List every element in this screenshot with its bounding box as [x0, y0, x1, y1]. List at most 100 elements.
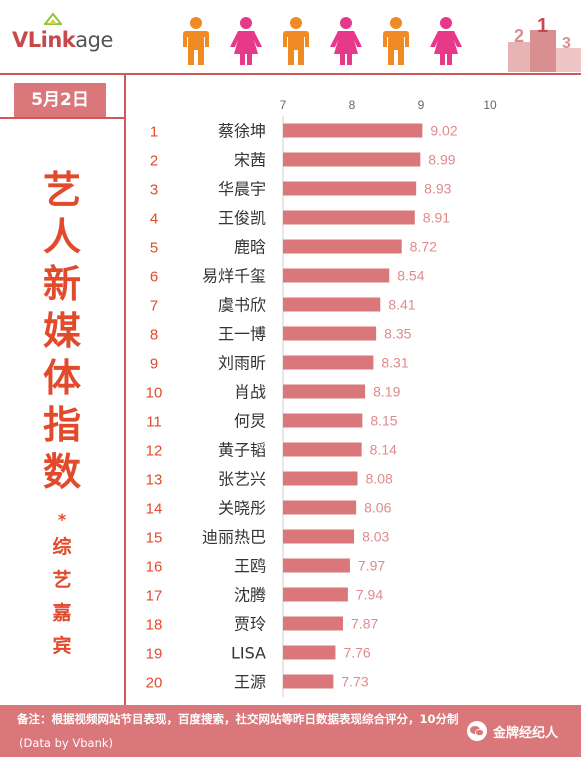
rank-label: 17: [146, 588, 163, 605]
category-label: 王俊凯: [218, 209, 266, 228]
male-figure-icon: [383, 17, 409, 65]
data-label: 7.94: [356, 587, 383, 603]
bar-chart-svg: 7 8 9 10 1 蔡徐坤 9.02 2 宋茜 8.99 3 华晨宇 8.93 4 王俊凯 8.91 5 鹿晗 8…: [146, 98, 497, 697]
rank-label: 18: [146, 617, 163, 634]
title-char: 数: [42, 450, 81, 494]
bar: [283, 326, 377, 341]
bar: [283, 500, 357, 515]
bar: [283, 442, 362, 457]
vertical-subtitle: 综 艺 嘉 宾: [42, 531, 82, 663]
vlinkage-logo: VLinkage: [12, 28, 113, 52]
data-label: 8.41: [388, 297, 415, 313]
data-label: 8.03: [362, 529, 389, 545]
category-label: 刘雨昕: [218, 354, 266, 373]
category-label: 肖战: [234, 383, 266, 402]
data-label: 7.97: [358, 558, 385, 574]
data-label: 8.91: [423, 210, 450, 226]
data-label: 7.73: [341, 674, 368, 690]
subtitle-char: 艺: [52, 569, 72, 591]
bar: [283, 355, 374, 370]
x-tick-label: 7: [280, 98, 287, 112]
podium-label-2: 2: [514, 26, 524, 46]
data-label: 8.35: [384, 326, 411, 342]
bar: [283, 239, 402, 254]
data-label: 8.99: [428, 152, 455, 168]
date-tab: 5月2日: [14, 83, 106, 117]
bar: [283, 181, 417, 196]
rank-label: 15: [146, 530, 163, 547]
podium-label-3: 3: [562, 35, 571, 52]
title-char: 人: [42, 215, 81, 259]
male-figure-icon: [283, 17, 309, 65]
data-label: 7.87: [351, 616, 378, 632]
category-label: 蔡徐坤: [218, 122, 266, 141]
category-label: 张艺兴: [218, 470, 266, 489]
bar: [283, 558, 350, 573]
data-label: 7.76: [343, 645, 370, 661]
footer-note: 备注：根据视频网站节目表现，百度搜索，社交网站等昨日数据表现综合评分，10分制: [17, 712, 459, 726]
bar: [283, 645, 336, 660]
title-char: 艺: [42, 168, 81, 212]
rank-label: 13: [146, 472, 163, 489]
data-label: 8.14: [370, 442, 397, 458]
bar: [283, 210, 415, 225]
logo-mark-icon: [44, 12, 62, 25]
rank-label: 19: [146, 646, 163, 663]
bar: [283, 384, 366, 399]
category-label: 易烊千玺: [202, 267, 266, 286]
podium-icon: 2 1 3: [508, 18, 581, 72]
rank-label: 6: [150, 269, 158, 286]
rank-label: 7: [150, 298, 158, 315]
people-icons: [178, 16, 468, 66]
header-divider: [0, 73, 581, 75]
rank-label: 12: [146, 443, 163, 460]
data-label: 8.08: [366, 471, 393, 487]
data-source: (Data by Vbank): [19, 736, 114, 750]
title-char: 体: [42, 356, 81, 400]
bar: [283, 616, 344, 631]
data-label: 8.93: [424, 181, 451, 197]
bar: [283, 413, 363, 428]
female-figure-icon: [330, 17, 362, 65]
date-divider: [0, 117, 124, 119]
vertical-title: 艺 人 新 媒 体 指 数: [30, 167, 94, 496]
bar: [283, 471, 358, 486]
data-label: 8.72: [410, 239, 437, 255]
data-label: 8.54: [397, 268, 424, 284]
category-label: 迪丽热巴: [202, 528, 266, 547]
rank-label: 14: [146, 501, 163, 518]
podium-label-1: 1: [537, 18, 548, 37]
rank-label: 3: [150, 182, 158, 199]
bar: [283, 529, 355, 544]
female-figure-icon: [430, 17, 462, 65]
subtitle-char: 嘉: [52, 602, 72, 624]
rank-label: 4: [150, 211, 158, 228]
rank-label: 2: [150, 153, 158, 170]
bar-chart: 7 8 9 10 1 蔡徐坤 9.02 2 宋茜 8.99 3 华晨宇 8.93 4 王俊凯 8.91 5 鹿晗 8…: [126, 75, 581, 705]
category-label: 王源: [234, 673, 266, 692]
title-char: 新: [42, 262, 81, 306]
bar: [283, 123, 423, 138]
category-label: 王鸥: [234, 557, 266, 576]
rank-label: 20: [146, 675, 163, 692]
title-asterisk: *: [57, 510, 67, 529]
category-label: 鹿晗: [234, 238, 266, 257]
category-label: 黄子韬: [218, 441, 266, 460]
x-tick-label: 8: [349, 98, 356, 112]
category-label: 贾玲: [234, 615, 266, 634]
x-tick-label: 9: [418, 98, 425, 112]
category-label: 关晓彤: [218, 499, 266, 518]
category-label: 王一博: [218, 325, 266, 344]
bar: [283, 268, 390, 283]
rank-label: 11: [146, 414, 162, 431]
data-label: 8.15: [370, 413, 397, 429]
male-figure-icon: [183, 17, 209, 65]
subtitle-char: 宾: [52, 635, 72, 657]
bar: [283, 674, 334, 689]
category-label: 宋茜: [234, 151, 266, 170]
bar: [283, 152, 421, 167]
rank-label: 10: [146, 385, 163, 402]
bar: [283, 587, 348, 602]
category-label: 何炅: [234, 412, 266, 431]
category-label: 华晨宇: [218, 180, 266, 199]
